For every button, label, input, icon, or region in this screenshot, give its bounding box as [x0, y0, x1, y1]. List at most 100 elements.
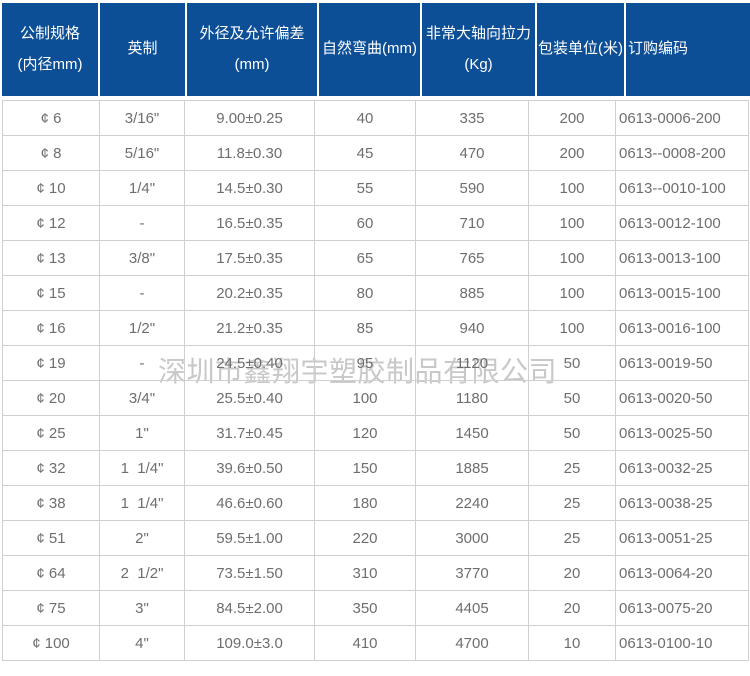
- cell-axial-tension: 1450: [415, 415, 529, 451]
- header-line: 自然弯曲(mm): [322, 40, 417, 58]
- cell-metric-spec: ¢ 25: [2, 415, 100, 451]
- cell-outer-diameter: 21.2±0.35: [184, 310, 315, 346]
- cell-outer-diameter: 20.2±0.35: [184, 275, 315, 311]
- cell-outer-diameter: 84.5±2.00: [184, 590, 315, 626]
- cell-metric-spec: ¢ 6: [2, 100, 100, 136]
- cell-imperial: 3/16": [99, 100, 185, 136]
- cell-metric-spec: ¢ 8: [2, 135, 100, 171]
- cell-outer-diameter: 109.0±3.0: [184, 625, 315, 661]
- cell-axial-tension: 1180: [415, 380, 529, 416]
- table-row: ¢ 32 1 1/4" 39.6±0.50 150 1885 25 0613-0032-25: [2, 450, 749, 486]
- cell-outer-diameter: 14.5±0.30: [184, 170, 315, 206]
- cell-order-code: 0613--0008-200: [615, 135, 749, 171]
- cell-natural-bend: 95: [314, 345, 416, 381]
- cell-axial-tension: 4700: [415, 625, 529, 661]
- table-row: ¢ 15-20.2±0.35 80 885 100 0613-0015-100: [2, 275, 749, 311]
- cell-axial-tension: 1885: [415, 450, 529, 486]
- cell-packing-unit: 20: [528, 555, 616, 591]
- header-metric-spec: 公制规格 (内径mm): [2, 3, 98, 96]
- cell-outer-diameter: 73.5±1.50: [184, 555, 315, 591]
- cell-natural-bend: 350: [314, 590, 416, 626]
- cell-metric-spec: ¢ 15: [2, 275, 100, 311]
- cell-natural-bend: 40: [314, 100, 416, 136]
- cell-axial-tension: 335: [415, 100, 529, 136]
- spec-table-header: 公制规格 (内径mm) 英制 外径及允许偏差 (mm) 自然弯曲(mm) 非常大…: [2, 3, 750, 96]
- cell-order-code: 0613-0032-25: [615, 450, 749, 486]
- cell-packing-unit: 100: [528, 310, 616, 346]
- header-line: 订购编码: [628, 40, 689, 58]
- cell-natural-bend: 80: [314, 275, 416, 311]
- cell-metric-spec: ¢ 16: [2, 310, 100, 346]
- header-line: 英制: [127, 40, 158, 58]
- cell-axial-tension: 4405: [415, 590, 529, 626]
- header-line: (内径mm): [17, 55, 83, 73]
- table-row: ¢ 20 3/4" 25.5±0.40 100 1180 50 0613-0020-50: [2, 380, 749, 416]
- cell-natural-bend: 180: [314, 485, 416, 521]
- cell-imperial: 1/2": [99, 310, 185, 346]
- cell-order-code: 0613-0075-20: [615, 590, 749, 626]
- cell-imperial: 2 1/2": [99, 555, 185, 591]
- cell-order-code: 0613-0015-100: [615, 275, 749, 311]
- cell-packing-unit: 25: [528, 485, 616, 521]
- cell-axial-tension: 885: [415, 275, 529, 311]
- header-natural-bend: 自然弯曲(mm): [319, 3, 420, 96]
- header-outer-diameter: 外径及允许偏差 (mm): [187, 3, 317, 96]
- cell-outer-diameter: 46.6±0.60: [184, 485, 315, 521]
- header-imperial: 英制: [100, 3, 185, 96]
- cell-order-code: 0613--0010-100: [615, 170, 749, 206]
- cell-outer-diameter: 9.00±0.25: [184, 100, 315, 136]
- cell-packing-unit: 200: [528, 100, 616, 136]
- cell-metric-spec: ¢ 19: [2, 345, 100, 381]
- cell-packing-unit: 100: [528, 275, 616, 311]
- cell-packing-unit: 200: [528, 135, 616, 171]
- cell-axial-tension: 3000: [415, 520, 529, 556]
- cell-imperial: 1 1/4": [99, 485, 185, 521]
- cell-axial-tension: 940: [415, 310, 529, 346]
- cell-packing-unit: 50: [528, 345, 616, 381]
- cell-packing-unit: 50: [528, 415, 616, 451]
- cell-natural-bend: 410: [314, 625, 416, 661]
- header-axial-tension: 非常大轴向拉力 (Kg): [422, 3, 535, 96]
- cell-natural-bend: 85: [314, 310, 416, 346]
- cell-order-code: 0613-0012-100: [615, 205, 749, 241]
- table-row: ¢ 16 1/2" 21.2±0.35 85 940 100 0613-0016-100: [2, 310, 749, 346]
- cell-natural-bend: 120: [314, 415, 416, 451]
- cell-axial-tension: 2240: [415, 485, 529, 521]
- cell-imperial: 4": [99, 625, 185, 661]
- table-row: ¢ 13 3/8" 17.5±0.35 65 765 100 0613-0013-100: [2, 240, 749, 276]
- header-packing-unit: 包装单位(米): [537, 3, 624, 96]
- cell-metric-spec: ¢ 64: [2, 555, 100, 591]
- cell-order-code: 0613-0019-50: [615, 345, 749, 381]
- cell-natural-bend: 55: [314, 170, 416, 206]
- cell-imperial: 1 1/4": [99, 450, 185, 486]
- cell-axial-tension: 470: [415, 135, 529, 171]
- cell-packing-unit: 20: [528, 590, 616, 626]
- cell-natural-bend: 65: [314, 240, 416, 276]
- cell-order-code: 0613-0025-50: [615, 415, 749, 451]
- table-row: ¢ 75 3" 84.5±2.00 350 4405 20 0613-0075-20: [2, 590, 749, 626]
- cell-axial-tension: 590: [415, 170, 529, 206]
- spec-table-body: ¢ 6 3/16" 9.00±0.25 40 335 200 0613-0006-200 ¢ …: [2, 100, 749, 661]
- cell-outer-diameter: 25.5±0.40: [184, 380, 315, 416]
- cell-imperial: -: [99, 345, 185, 381]
- cell-metric-spec: ¢ 13: [2, 240, 100, 276]
- cell-imperial: 3/4": [99, 380, 185, 416]
- cell-metric-spec: ¢ 38: [2, 485, 100, 521]
- cell-order-code: 0613-0100-10: [615, 625, 749, 661]
- cell-natural-bend: 220: [314, 520, 416, 556]
- table-row: ¢ 51 2" 59.5±1.00 220 3000 25 0613-0051-25: [2, 520, 749, 556]
- cell-packing-unit: 100: [528, 240, 616, 276]
- header-line: (Kg): [464, 55, 493, 73]
- cell-metric-spec: ¢ 12: [2, 205, 100, 241]
- table-row: ¢ 64 2 1/2" 73.5±1.50 310 3770 20 0613-0064-20: [2, 555, 749, 591]
- header-order-code: 订购编码: [626, 3, 750, 96]
- cell-axial-tension: 765: [415, 240, 529, 276]
- cell-order-code: 0613-0038-25: [615, 485, 749, 521]
- cell-packing-unit: 25: [528, 450, 616, 486]
- cell-order-code: 0613-0064-20: [615, 555, 749, 591]
- cell-metric-spec: ¢ 75: [2, 590, 100, 626]
- cell-packing-unit: 10: [528, 625, 616, 661]
- header-line: (mm): [234, 55, 270, 73]
- cell-axial-tension: 3770: [415, 555, 529, 591]
